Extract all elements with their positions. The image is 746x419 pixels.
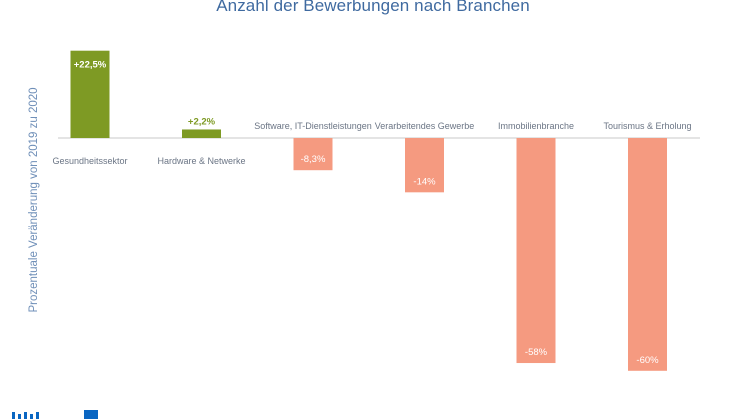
bar-value-label-1: +2,2% <box>188 116 216 127</box>
category-label-4: Immobilienbranche <box>498 121 574 131</box>
linkedin-logo <box>0 408 100 419</box>
bar-value-label-3: -14% <box>413 176 436 187</box>
category-label-3: Verarbeitendes Gewerbe <box>375 121 475 131</box>
category-label-2: Software, IT-Dienstleistungen <box>254 121 372 131</box>
chart-title: Anzahl der Bewerbungen nach Branchen <box>216 0 530 15</box>
bar-value-label-2: -8,3% <box>301 154 326 165</box>
bar-5 <box>628 138 667 371</box>
bar-0 <box>70 50 110 139</box>
bar-value-label-4: -58% <box>525 347 548 358</box>
category-label-0: Gesundheitssektor <box>52 156 127 166</box>
bar-4 <box>516 138 556 364</box>
category-label-1: Hardware & Netwerke <box>157 156 245 166</box>
category-label-5: Tourismus & Erholung <box>603 121 691 131</box>
bar-value-label-0: +22,5% <box>74 60 107 71</box>
bar-1 <box>182 129 221 138</box>
bar-2 <box>293 138 333 171</box>
bar-3 <box>405 138 444 193</box>
bar-value-label-5: -60% <box>636 355 659 366</box>
